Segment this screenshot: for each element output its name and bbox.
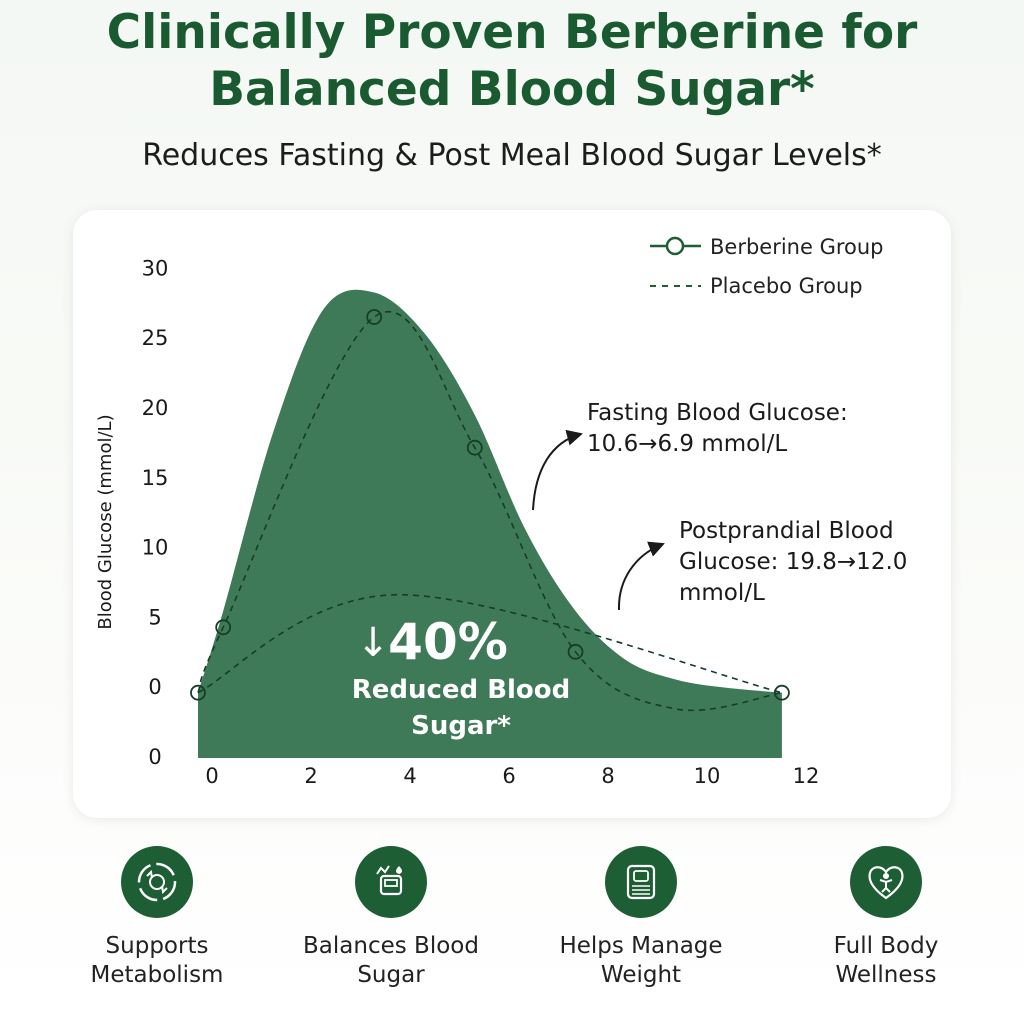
x-tick-label: 2 <box>304 764 317 788</box>
y-tick-label: 0 <box>148 745 161 769</box>
x-tick-label: 8 <box>601 764 614 788</box>
x-tick-label: 4 <box>403 764 416 788</box>
feature-metabolism: Supports Metabolism <box>42 846 272 990</box>
feature-wellness-line-1: Full Body <box>833 933 939 959</box>
y-tick-label: 25 <box>142 326 169 350</box>
y-tick-label: 15 <box>142 466 169 490</box>
feature-weight-line-1: Helps Manage <box>559 933 723 959</box>
feature-row: Supports Metabolism Balances Blood Sugar <box>0 846 1024 1006</box>
post-annotation-arrow <box>617 541 665 611</box>
feature-weight: Helps Manage Weight <box>526 846 756 990</box>
y-tick-label: 10 <box>142 536 169 560</box>
x-tick-label: 12 <box>793 764 820 788</box>
feature-metabolism-line-1: Supports <box>105 933 209 959</box>
legend-berberine-marker <box>665 236 685 256</box>
secondary-dashed-line <box>197 593 783 694</box>
legend-berberine-label: Berberine Group <box>710 235 884 259</box>
data-point-marker-1 <box>215 619 232 636</box>
feature-wellness: Full Body Wellness <box>771 846 1001 990</box>
x-tick-label: 10 <box>694 764 721 788</box>
post-annotation-line-3: mmol/L <box>679 580 765 606</box>
y-tick-label: 20 <box>142 396 169 420</box>
y-axis-label: Blood Glucose (mmol/L) <box>95 414 116 629</box>
chart-legend: Berberine Group Placebo Group <box>650 235 884 298</box>
weight-scale-icon <box>605 846 677 918</box>
data-point-marker-5 <box>774 684 790 701</box>
fasting-annotation-arrow <box>532 429 583 511</box>
page-title: Clinically Proven Berberine for Balanced… <box>0 4 1024 118</box>
data-point-marker-4 <box>567 643 584 660</box>
title-line-1: Clinically Proven Berberine for <box>106 5 918 60</box>
post-annotation-line-2: Glucose: 19.8→12.0 <box>679 549 907 575</box>
feature-weight-line-2: Weight <box>600 962 682 988</box>
y-tick-label: 30 <box>142 256 169 280</box>
page-subtitle: Reduces Fasting & Post Meal Blood Sugar … <box>142 138 882 173</box>
reduction-label-line-2: Sugar* <box>411 711 511 741</box>
feature-wellness-line-2: Wellness <box>835 962 937 988</box>
feature-blood-sugar-line-1: Balances Blood <box>303 933 479 959</box>
feature-metabolism-line-2: Metabolism <box>90 962 224 988</box>
metabolism-icon <box>121 846 193 918</box>
legend-placebo-label: Placebo Group <box>710 274 863 298</box>
data-point-marker-3 <box>466 439 483 456</box>
feature-blood-sugar-line-2: Sugar <box>357 962 425 988</box>
x-tick-label: 6 <box>502 764 515 788</box>
berberine-area <box>198 289 782 758</box>
fasting-annotation-line-1: Fasting Blood Glucose: <box>587 400 848 426</box>
data-point-marker-0 <box>190 684 206 701</box>
reduction-value: 40% <box>388 613 508 671</box>
blood-sugar-meter-icon <box>355 846 427 918</box>
chart-card: 0 2 4 6 8 10 12 0 0 5 10 15 20 25 30 Berberine Group P… <box>73 210 951 818</box>
reduction-label-line-1: Reduced Blood <box>352 675 571 705</box>
title-line-2: Balanced Blood Sugar* <box>209 62 815 117</box>
feature-blood-sugar: Balances Blood Sugar <box>276 846 506 990</box>
reduction-arrow-icon: ↓ <box>356 620 390 666</box>
post-annotation-line-1: Postprandial Blood <box>679 518 894 544</box>
y-tick-label: 0 <box>148 675 161 699</box>
placebo-dashed-line <box>197 310 783 712</box>
x-tick-label: 0 <box>205 764 218 788</box>
fasting-annotation-line-2: 10.6→6.9 mmol/L <box>587 431 787 457</box>
glucose-chart: 0 2 4 6 8 10 12 0 0 5 10 15 20 25 30 Berberine Group P… <box>95 235 907 788</box>
data-point-marker-2 <box>366 309 383 325</box>
y-tick-label: 5 <box>148 605 161 629</box>
wellness-heart-icon <box>850 846 922 918</box>
